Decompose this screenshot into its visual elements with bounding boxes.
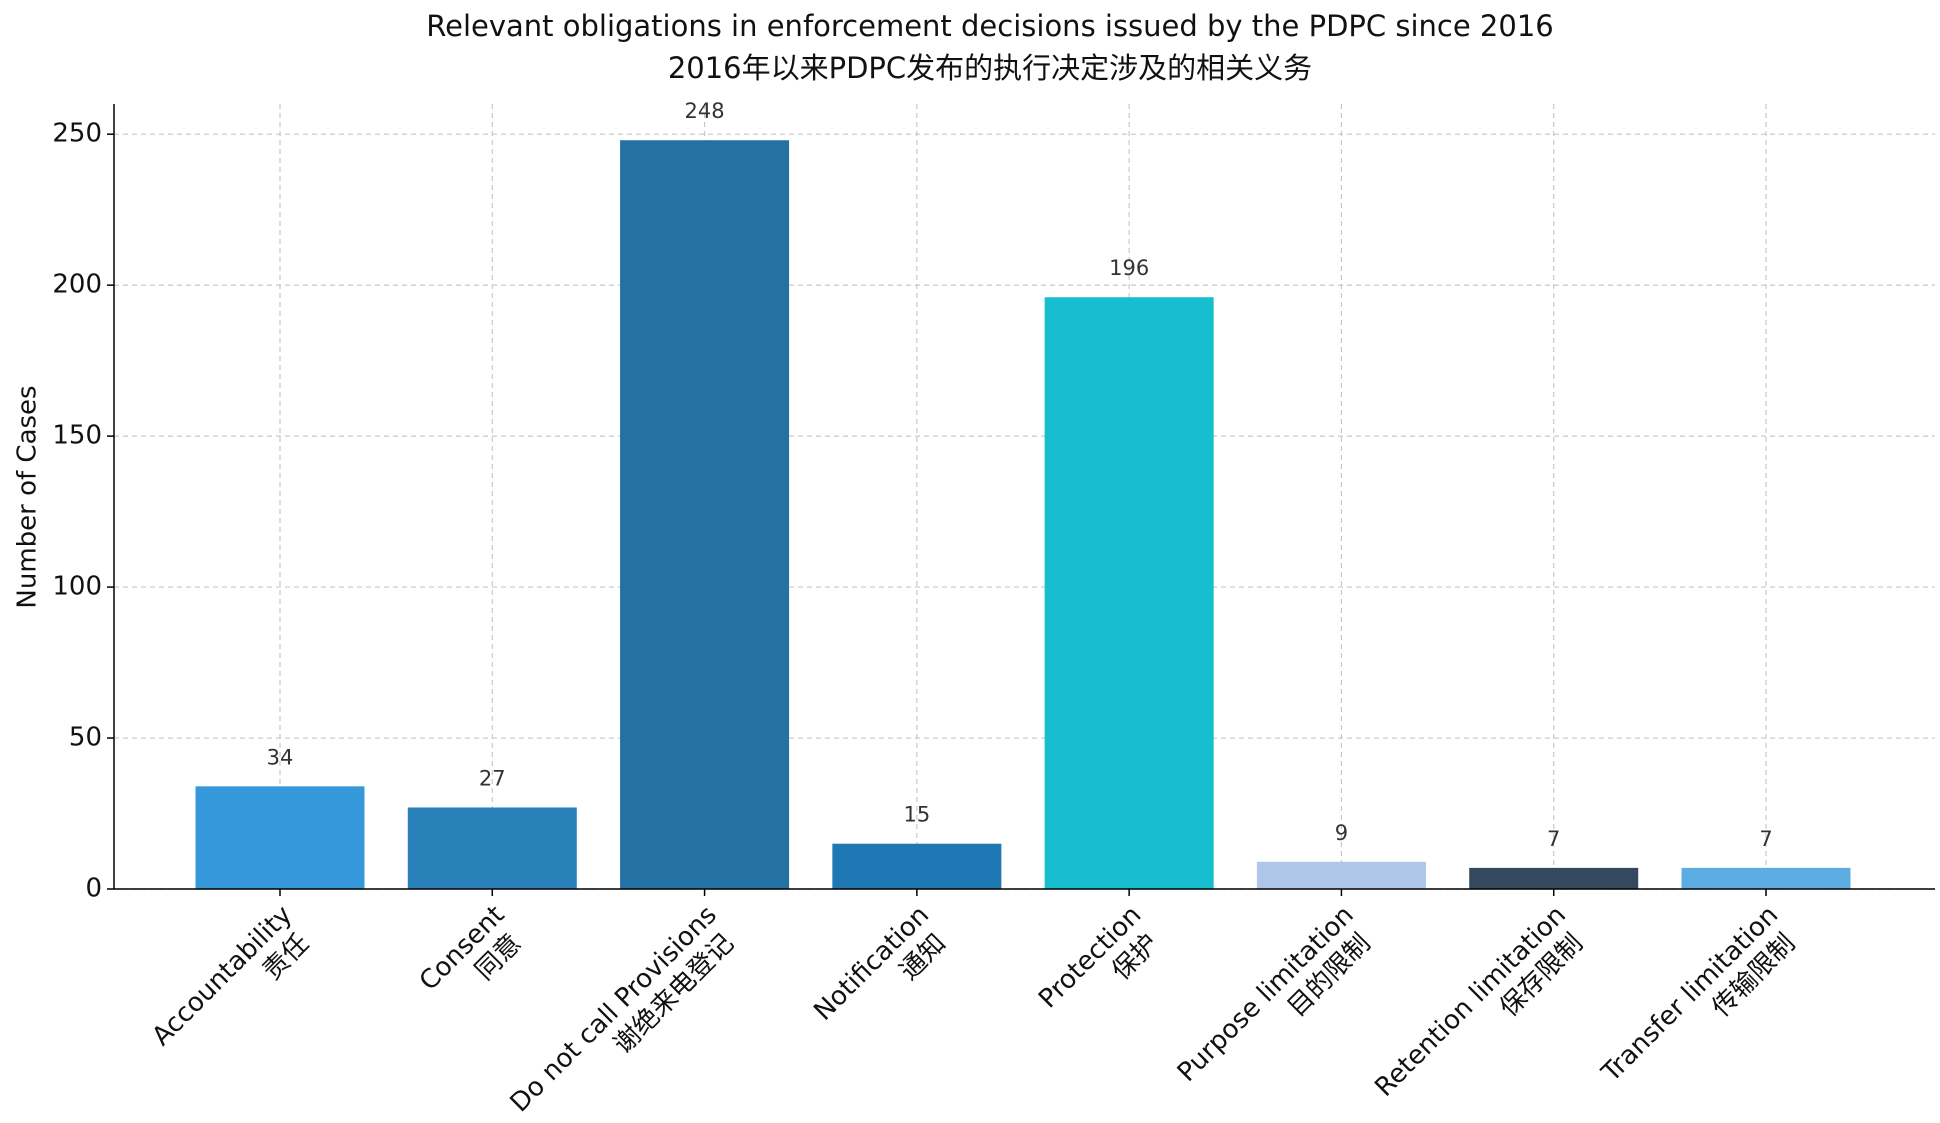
y-tick-label: 0 (85, 874, 102, 904)
value-label: 27 (479, 766, 506, 790)
y-axis-label: Number of Cases (13, 385, 43, 608)
value-label: 9 (1335, 821, 1348, 845)
x-tick-label: Do not call Provisions (505, 900, 723, 1118)
chart-title: Relevant obligations in enforcement deci… (426, 9, 1554, 43)
bar (1256, 861, 1426, 889)
value-label: 248 (685, 99, 725, 123)
chart-subtitle: 2016年以来PDPC发布的执行决定涉及的相关义务 (668, 51, 1312, 85)
value-label: 15 (903, 803, 930, 827)
bar (1044, 297, 1214, 889)
bar (832, 843, 1002, 889)
bar (1469, 867, 1639, 889)
y-tick-label: 250 (52, 119, 102, 149)
value-label: 7 (1547, 827, 1560, 851)
bar (620, 140, 790, 889)
value-label: 196 (1109, 256, 1149, 280)
bar (1681, 867, 1851, 889)
y-tick-label: 50 (69, 723, 102, 753)
y-tick-label: 100 (52, 572, 102, 602)
y-tick-label: 150 (52, 421, 102, 451)
y-tick-label: 200 (52, 270, 102, 300)
value-label: 34 (267, 745, 294, 769)
bar (407, 807, 577, 889)
value-label: 7 (1759, 827, 1772, 851)
x-tick-label: Retention limitation (1369, 900, 1572, 1103)
bar (195, 786, 365, 889)
